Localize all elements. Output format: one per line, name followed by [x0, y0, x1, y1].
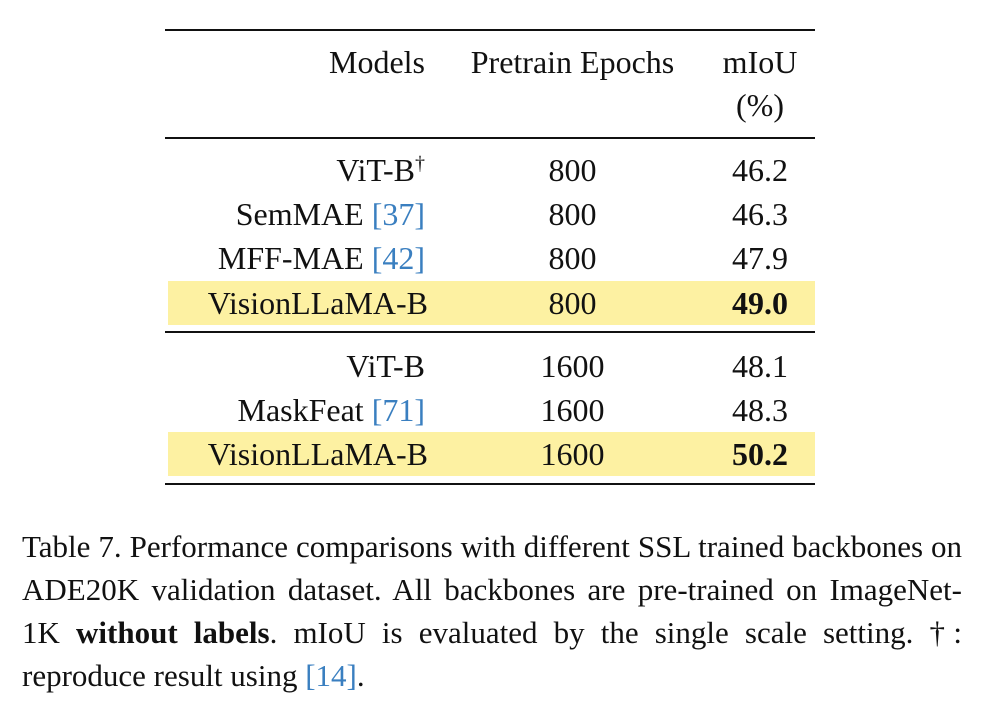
header-row: Models Pretrain Epochs mIoU: [165, 40, 815, 84]
caption-text: .: [356, 658, 365, 693]
model-name: MaskFeat: [237, 392, 372, 428]
model-name: VisionLLaMA-B: [207, 436, 428, 472]
epochs: 1600: [540, 436, 605, 472]
citation-link[interactable]: [14]: [305, 658, 357, 693]
miou: 50.2: [732, 436, 788, 472]
model-name: SemMAE: [235, 196, 372, 232]
dagger-mark: †: [415, 152, 425, 175]
model-name: MFF-MAE: [217, 240, 372, 276]
model-name: ViT-B: [336, 152, 415, 188]
miou: 48.1: [732, 348, 788, 384]
epochs: 800: [548, 240, 597, 276]
header-epochs: Pretrain Epochs: [470, 44, 675, 80]
table-row: ViT-B† 800 46.2: [165, 148, 815, 192]
model-name: VisionLLaMA-B: [207, 285, 428, 321]
header-miou-unit: (%): [736, 87, 784, 123]
table-row: SemMAE [37] 800 46.3: [165, 192, 815, 236]
miou: 47.9: [732, 240, 788, 276]
table-row: MaskFeat [71] 1600 48.3: [165, 388, 815, 432]
citation-link[interactable]: [71]: [371, 392, 425, 428]
miou: 49.0: [732, 285, 788, 321]
miou: 46.3: [732, 196, 788, 232]
table-row-highlighted: VisionLLaMA-B 1600 50.2: [168, 432, 815, 476]
table-row: ViT-B 1600 48.1: [165, 344, 815, 388]
header-models: Models: [329, 44, 425, 80]
miou: 46.2: [732, 152, 788, 188]
caption-bold: without labels: [76, 615, 270, 650]
model-name: ViT-B: [346, 348, 425, 384]
epochs: 800: [548, 196, 597, 232]
citation-link[interactable]: [42]: [371, 240, 425, 276]
epochs: 800: [548, 152, 597, 188]
table-row-highlighted: VisionLLaMA-B 800 49.0: [168, 281, 815, 325]
table-caption: Table 7. Performance comparisons with di…: [22, 525, 962, 697]
epochs: 800: [548, 285, 597, 321]
epochs: 1600: [540, 348, 605, 384]
citation-link[interactable]: [37]: [371, 196, 425, 232]
epochs: 1600: [540, 392, 605, 428]
caption-text: Table 7. Performance comparisons with di…: [22, 529, 962, 650]
header-row-2: (%): [165, 83, 815, 127]
header-rule: [165, 137, 815, 139]
header-miou: mIoU: [722, 44, 798, 80]
bottom-rule: [165, 483, 815, 485]
table-row: MFF-MAE [42] 800 47.9: [165, 236, 815, 280]
top-rule: [165, 29, 815, 31]
caption-text: . mIoU is evaluated by the single scale …: [22, 615, 962, 693]
group-rule: [165, 331, 815, 333]
miou: 48.3: [732, 392, 788, 428]
